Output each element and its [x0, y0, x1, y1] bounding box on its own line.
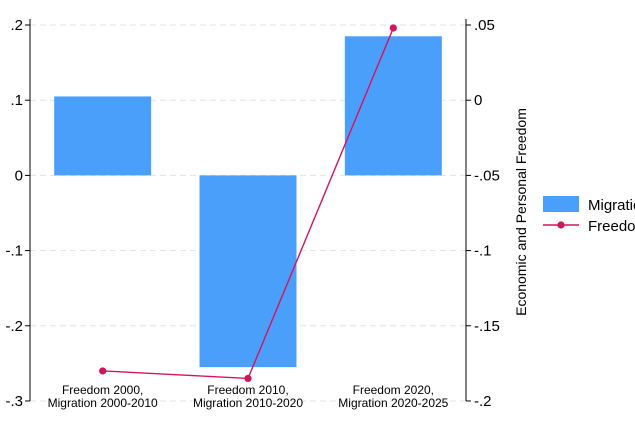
freedom-point	[389, 24, 397, 32]
left-tick-label: .2	[10, 17, 23, 34]
migration-bar	[54, 96, 152, 176]
migration-bar	[199, 175, 297, 368]
right-tick-label: .05	[474, 17, 495, 34]
left-tick-label: -.3	[5, 393, 23, 410]
right-tick-label: -.1	[474, 243, 492, 260]
legend-label: Migratio	[588, 197, 635, 214]
axes: .2 .1 0 -.1 -.2 -.3 .05 0 -.05 -.1 -.15 -.2	[5, 17, 499, 410]
category-label: Freedom 2000, Migration 2000-2010	[48, 383, 158, 410]
migration-bar	[344, 36, 442, 176]
bars	[54, 36, 442, 368]
right-tick-label: -.05	[474, 167, 500, 184]
category-label: Freedom 2020, Migration 2020-2025	[338, 383, 448, 410]
left-tick-label: 0	[15, 167, 23, 184]
legend: Migratio Freedo	[543, 196, 635, 235]
left-tick-label: -.2	[5, 318, 23, 335]
left-tick-label: -.1	[5, 243, 23, 260]
freedom-point	[244, 374, 252, 383]
legend-bar-swatch	[543, 196, 579, 212]
left-tick-label: .1	[10, 92, 23, 109]
legend-label: Freedo	[588, 218, 635, 235]
legend-line-marker	[557, 221, 565, 229]
category-labels: Freedom 2000, Migration 2000-2010 Freedom …	[48, 383, 449, 410]
freedom-line	[99, 24, 397, 383]
category-label: Freedom 2010, Migration 2010-2020	[193, 383, 303, 410]
right-axis-title: Economic and Personal Freedom	[513, 108, 529, 316]
right-tick-label: 0	[474, 92, 482, 109]
right-tick-label: -.15	[474, 318, 500, 335]
freedom-point	[99, 367, 107, 375]
right-tick-label: -.2	[474, 393, 492, 410]
